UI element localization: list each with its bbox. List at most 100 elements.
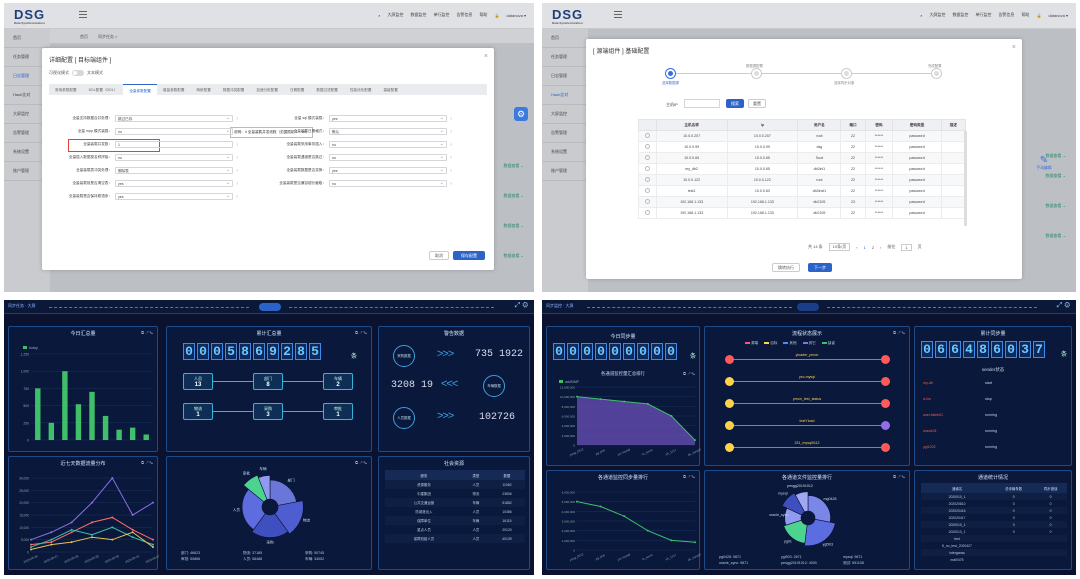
field-select[interactable]: no [115,128,233,135]
field-select[interactable]: 默认 [329,128,447,135]
sidebar-item[interactable]: 任务管理 [4,48,50,67]
category-node[interactable]: 审批 1 [323,403,353,420]
card-tools-icon[interactable]: ⧉ ↗ ✎ [893,474,905,479]
config-tab[interactable]: 数据过滤配置 [316,88,338,92]
table-row[interactable]: 192.168.1.133 192.168.1.133 db2105 23 ******… [638,196,967,208]
fullscreen-icon[interactable]: ⤢ ⚙ [514,302,528,309]
save-config-button[interactable]: 保存配置 [453,251,485,260]
table-row[interactable]: 192.168.1.133 192.168.1.133 db2105 22 ******… [638,207,967,219]
field-select[interactable]: no [115,154,233,161]
mode-switch[interactable] [72,70,84,76]
table-row[interactable]: test1 10.0.0.63 db2inst1 22 ****** password [638,185,967,197]
sidebar-item[interactable]: 大屏监控 [542,105,588,124]
help-icon[interactable]: ? [236,194,238,199]
radio-icon[interactable] [644,166,650,171]
help-icon[interactable]: ? [236,181,238,186]
row-action-link[interactable]: 数据查看 ⌄ [503,253,524,258]
reset-button[interactable]: 重置 [748,99,766,108]
pager-page[interactable]: 2 [871,244,875,250]
menu-toggle-icon[interactable] [614,11,622,18]
sidebar-item[interactable]: 大屏监控 [4,105,50,124]
config-tab[interactable]: 增量参数配置 [162,88,185,92]
nav-big-screen[interactable]: 大屏监控 [387,12,404,17]
card-tools-icon[interactable]: ⧉ ↗ ✎ [683,474,695,479]
nav-help[interactable]: 帮助 [479,12,488,17]
table-row[interactable]: 10.0.0.122 10.0.0.122 root 22 ****** password [638,174,967,186]
help-icon[interactable]: ? [236,168,238,173]
sidebar-item[interactable]: 告警管理 [4,124,50,143]
category-node[interactable]: 物流 1 [183,403,213,420]
radio-icon[interactable] [644,177,650,182]
help-icon[interactable]: ? [450,168,452,173]
sidebar-item[interactable]: 账户管理 [4,162,50,181]
field-select[interactable]: no [329,154,447,161]
field-select[interactable]: no [329,180,447,187]
row-radio[interactable] [638,207,657,219]
sidebar-item[interactable]: 日志管理 [542,67,588,86]
flow-source-dot[interactable] [725,421,734,430]
nav-line-monitor[interactable]: 单行监控 [433,12,450,17]
nav-help[interactable]: 帮助 [1021,12,1030,17]
radio-icon[interactable] [644,210,650,215]
card-tools-icon[interactable]: ⧉ ↗ ✎ [141,330,153,335]
pager-next[interactable]: › [880,244,882,250]
help-icon[interactable]: ? [236,129,238,134]
flow-target-dot[interactable] [881,399,890,408]
table-row[interactable]: my_db2 10.0.0.65 db2inl1 22 ****** password [638,163,967,175]
row-action-link[interactable]: 数据查看 ⌄ [1045,153,1066,158]
card-tools-icon[interactable]: ⧉ ↗ ✎ [355,330,367,335]
nav-line-monitor[interactable]: 单行监控 [975,12,992,17]
config-tab[interactable]: 映射配置 [196,88,211,92]
sidebar-item[interactable]: 首页 [4,29,50,48]
sidebar-item[interactable]: 账户管理 [542,162,588,181]
config-tab[interactable]: DDL配置（DDL） [88,88,118,92]
table-row[interactable]: 10.0.0.65 10.0.0.65 Suot 22 ****** password [638,152,967,164]
sidebar-item[interactable]: 系统设置 [542,143,588,162]
host-ip-input[interactable] [684,99,720,108]
row-radio[interactable] [638,141,657,153]
search-icon[interactable]: ⌕ [920,12,923,18]
skip-button[interactable]: 跳转执行 [772,263,800,272]
card-tools-icon[interactable]: ⧉ ↗ ✎ [141,460,153,465]
flow-target-dot[interactable] [881,377,890,386]
row-radio[interactable] [638,185,657,197]
search-icon[interactable]: ⌕ [378,12,381,18]
sidebar-item[interactable]: Hash比对 [542,86,588,105]
flow-target-dot[interactable] [881,355,890,364]
cancel-button[interactable]: 取消 [429,251,449,260]
row-action-link[interactable]: 数据查看 ⌄ [1045,233,1066,238]
config-tab[interactable]: 常用参数配置 [55,88,77,92]
user-menu[interactable]: datanova ▾ [506,12,526,18]
row-action-link[interactable]: 数据查看 ⌄ [503,163,524,168]
card-tools-icon[interactable]: ⧉ ↗ ✎ [893,330,905,335]
field-select[interactable]: yes [329,167,447,174]
help-icon[interactable]: ? [236,142,238,147]
config-tab[interactable]: 全量参数配置 [123,84,157,95]
gear-icon[interactable]: ⚙ [514,107,528,121]
config-tab[interactable]: 加速分批配置 [256,88,278,92]
help-icon[interactable]: ? [450,155,452,160]
radio-icon[interactable] [644,133,650,138]
next-step-button[interactable]: 下一步 [808,263,832,272]
category-node[interactable]: 车辆 2 [323,373,353,390]
field-select[interactable]: no [329,141,447,148]
flow-target-dot[interactable] [881,443,890,452]
nav-big-screen[interactable]: 大屏监控 [929,12,946,17]
config-tab[interactable]: 数据冲突配置 [222,88,245,92]
tab-home[interactable]: 首页 [80,34,88,39]
config-tab[interactable]: 日期配置 [289,88,305,92]
field-select[interactable]: yes [115,180,233,187]
category-node[interactable]: 采购 3 [253,403,283,420]
row-action-link[interactable]: 数据查看 ⌄ [1045,203,1066,208]
category-node[interactable]: 人员 13 [183,373,213,390]
help-icon[interactable]: ? [236,116,238,121]
radio-icon[interactable] [644,155,650,160]
row-radio[interactable] [638,163,657,175]
help-icon[interactable]: ? [450,129,452,134]
sidebar-item[interactable]: 任务管理 [542,48,588,67]
pager-page[interactable]: 1 [863,244,866,250]
pager-prev[interactable]: ‹ [856,244,858,250]
field-select[interactable]: 删除表 [115,167,233,174]
menu-toggle-icon[interactable] [79,11,87,18]
sidebar-item[interactable]: 告警管理 [542,124,588,143]
